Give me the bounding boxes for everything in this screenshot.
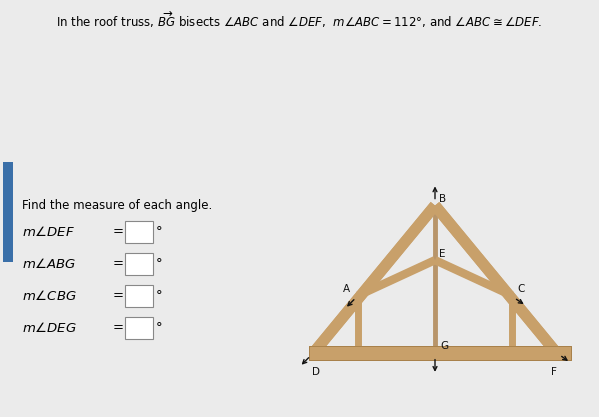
Text: °: ° [156,258,162,271]
Text: =: = [113,258,123,271]
FancyBboxPatch shape [125,285,153,307]
FancyBboxPatch shape [308,346,571,360]
Text: D: D [311,367,320,377]
FancyBboxPatch shape [3,162,13,262]
Text: E: E [439,249,446,259]
FancyBboxPatch shape [125,221,153,243]
Text: =: = [113,289,123,302]
FancyBboxPatch shape [125,317,153,339]
Text: $m\angle DEG$: $m\angle DEG$ [22,321,77,335]
Text: °: ° [156,322,162,334]
Text: °: ° [156,226,162,239]
FancyBboxPatch shape [308,346,571,360]
FancyBboxPatch shape [125,253,153,275]
Text: B: B [439,193,446,203]
Text: $m\angle DEF$: $m\angle DEF$ [22,225,75,239]
Text: In the roof truss, $\overrightarrow{BG}$ bisects $\angle ABC$ and $\angle DEF$, : In the roof truss, $\overrightarrow{BG}$… [56,9,542,30]
Text: C: C [517,284,525,294]
Text: G: G [440,341,448,351]
Text: A: A [343,284,350,294]
Text: F: F [552,367,557,377]
Text: =: = [113,226,123,239]
Text: °: ° [156,289,162,302]
Text: $m\angle CBG$: $m\angle CBG$ [22,289,77,303]
Text: =: = [113,322,123,334]
Text: Find the measure of each angle.: Find the measure of each angle. [22,199,212,212]
Text: $m\angle ABG$: $m\angle ABG$ [22,257,77,271]
